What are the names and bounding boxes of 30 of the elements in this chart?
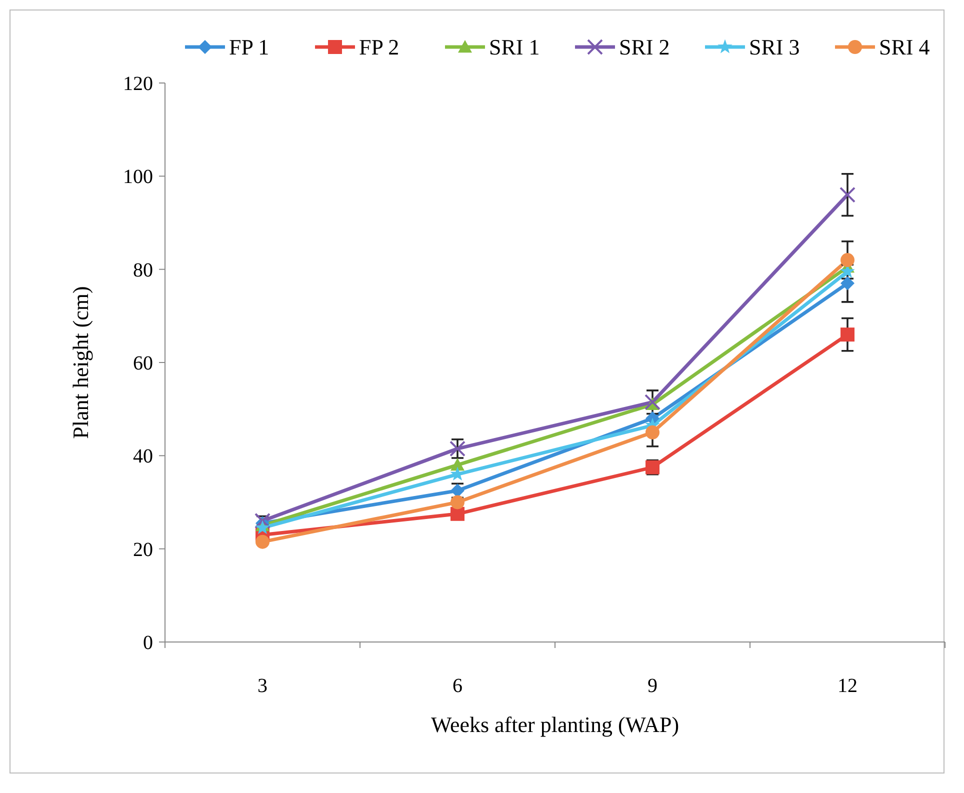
legend-label: FP 2	[359, 34, 400, 60]
legend-label: SRI 1	[489, 34, 540, 60]
point	[840, 328, 854, 342]
legend-label: SRI 3	[749, 34, 800, 60]
point	[840, 186, 856, 203]
point	[644, 394, 660, 410]
point	[450, 458, 464, 471]
x-axis-title: Weeks after planting (WAP)	[430, 712, 680, 737]
x-tick-label: 12	[838, 675, 858, 697]
x-tick-label: 6	[452, 675, 462, 697]
y-tick-label: 100	[123, 166, 153, 188]
point	[840, 276, 854, 290]
y-tick-label: 40	[133, 446, 153, 468]
x-tick-label: 9	[648, 675, 658, 697]
y-tick-label: 20	[133, 538, 153, 561]
y-tick-label: 60	[133, 352, 153, 374]
point	[450, 506, 464, 521]
y-axis-title: Plant height (cm)	[68, 286, 93, 439]
x-tick-label: 3	[258, 675, 268, 697]
y-tick-label: 80	[133, 259, 153, 282]
point	[840, 253, 854, 268]
point	[646, 425, 660, 440]
legend-label: SRI 4	[879, 34, 930, 60]
point	[450, 495, 464, 510]
point	[255, 520, 270, 534]
y-tick-label: 0	[143, 632, 153, 654]
y-tick-label: 120	[123, 73, 153, 95]
point	[256, 534, 270, 549]
legend-label: FP 1	[229, 34, 270, 60]
legend-label: SRI 2	[619, 34, 670, 60]
